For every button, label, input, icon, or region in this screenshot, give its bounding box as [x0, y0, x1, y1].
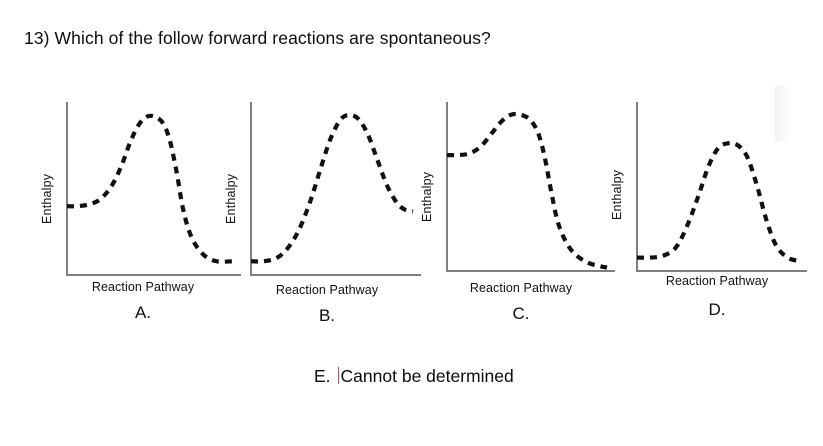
enthalpy-diagram-a	[66, 102, 241, 276]
reaction-curve-c	[446, 111, 608, 270]
plot-area-a	[64, 100, 244, 282]
text-caret	[337, 367, 339, 384]
option-letter-d: D.	[708, 300, 726, 319]
answer-choice-d[interactable]: Enthalpy Reaction Pathway D.	[594, 100, 816, 335]
y-axis-title-c: Enthalpy	[420, 171, 434, 222]
answer-choice-a[interactable]: Enthalpy Reaction Pathway A.	[24, 100, 250, 335]
x-axis-title-d: Reaction Pathway	[665, 274, 769, 288]
answer-choice-c[interactable]: Enthalpy Reaction Pathway C.	[404, 100, 624, 335]
option-letter-b: B.	[318, 306, 336, 325]
y-axis-title-b: Enthalpy	[224, 173, 238, 224]
answer-choice-b[interactable]: Enthalpy Reaction Pathway B.	[208, 100, 430, 335]
option-e[interactable]: E. Cannot be determined	[314, 365, 514, 387]
reaction-curve-d	[636, 140, 800, 263]
option-e-letter: E.	[314, 366, 331, 386]
question-stem: 13) Which of the follow forward reaction…	[24, 28, 491, 48]
reaction-curve-b	[250, 112, 414, 264]
enthalpy-diagram-d	[636, 102, 807, 272]
plot-area-c	[444, 100, 618, 278]
reaction-curve-a	[66, 113, 234, 264]
x-axis-title-b: Reaction Pathway	[275, 283, 379, 297]
answer-choice-charts: Enthalpy Reaction Pathway A. Enthalpy Reacti…	[0, 100, 823, 335]
option-letter-c: C.	[512, 304, 530, 323]
y-axis-title-d: Enthalpy	[610, 169, 624, 220]
option-e-text: Cannot be determined	[340, 366, 514, 386]
plot-area-d	[634, 100, 810, 278]
x-axis-title-a: Reaction Pathway	[91, 280, 195, 294]
enthalpy-diagram-c	[446, 102, 615, 272]
plot-area-b	[248, 100, 424, 282]
enthalpy-diagram-b	[250, 102, 421, 276]
x-axis-title-c: Reaction Pathway	[469, 281, 573, 295]
y-axis-title-a: Enthalpy	[40, 173, 54, 224]
option-letter-a: A.	[134, 303, 152, 322]
